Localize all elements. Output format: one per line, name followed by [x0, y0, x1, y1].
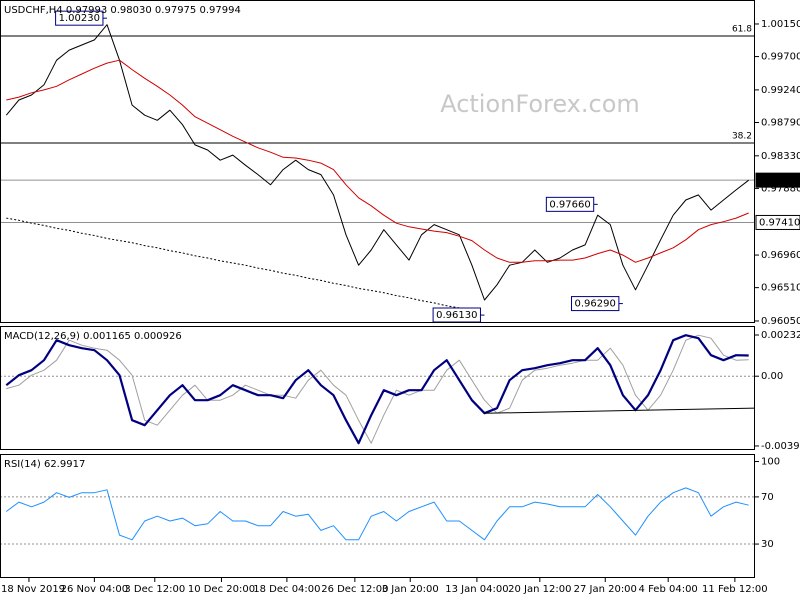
- panel-border: [0, 0, 755, 323]
- y-tick-label: 0.99700: [761, 52, 800, 63]
- x-tick-label: 18 Nov 2019: [1, 584, 65, 595]
- annotation-label: 0.96130: [436, 310, 477, 321]
- y-tick-label: 0.96960: [761, 250, 800, 261]
- y-tick-label: -0.003932: [761, 441, 800, 452]
- y-tick-label: 0.98330: [761, 151, 800, 162]
- x-tick-label: 27 Jan 20:00: [574, 584, 637, 595]
- price-box: [755, 172, 800, 188]
- x-tick-label: 11 Feb 12:00: [702, 584, 768, 595]
- price-label: 0.97994: [759, 175, 800, 186]
- plot: [0, 334, 755, 445]
- y-tick-label: 0.98790: [761, 117, 800, 128]
- trendline: [484, 407, 755, 414]
- panel-border: [0, 326, 755, 450]
- panel-title: RSI(14) 62.9917: [4, 459, 85, 470]
- annotation-label: 1.00230: [59, 13, 100, 24]
- y-tick-label: 0.00: [761, 371, 783, 382]
- y-tick-label: 30: [761, 539, 774, 550]
- x-tick-label: 26 Nov 04:00: [61, 584, 128, 595]
- x-tick-label: 18 Dec 04:00: [253, 584, 320, 595]
- panel-border: [0, 454, 755, 578]
- x-tick-label: 26 Dec 12:00: [321, 584, 388, 595]
- y-tick-label: 100: [761, 457, 780, 468]
- annotation-label: 0.96290: [575, 299, 616, 310]
- y-tick-label: 0.99240: [761, 85, 800, 96]
- x-tick-label: 3 Jan 20:00: [382, 584, 439, 595]
- annotation-box: [55, 10, 104, 26]
- watermark: ActionForex.com: [440, 90, 640, 118]
- series-line: [6, 217, 473, 312]
- plot: [0, 487, 755, 545]
- panel-title: MACD(12,26,9) 0.001165 0.000926: [4, 331, 182, 342]
- price-box: [755, 214, 800, 230]
- y-tick-label: 0.97880: [761, 183, 800, 194]
- series-line: [5, 334, 749, 445]
- level-label: 61.8: [732, 25, 752, 35]
- y-tick-label: 0.96050: [761, 316, 800, 327]
- price-label: 0.97410: [759, 217, 800, 228]
- x-tick-label: 13 Jan 04:00: [445, 584, 508, 595]
- series-line: [5, 24, 750, 301]
- x-tick-label: 3 Dec 12:00: [124, 584, 185, 595]
- x-tick-label: 10 Dec 20:00: [188, 584, 255, 595]
- panel-title: USDCHF,H4 0.97993 0.98030 0.97975 0.9799…: [4, 5, 241, 16]
- annotation-label: 0.97660: [549, 199, 590, 210]
- x-tick-label: 20 Jan 12:00: [508, 584, 571, 595]
- series-line: [6, 487, 749, 541]
- y-tick-label: 0.96510: [761, 283, 800, 294]
- plot: [0, 24, 755, 312]
- y-tick-label: 0.002322: [761, 330, 800, 341]
- y-tick-label: 1.00150: [761, 19, 800, 30]
- series-line: [6, 59, 749, 263]
- y-tick-label: 70: [761, 492, 774, 503]
- x-tick-label: 4 Feb 04:00: [639, 584, 698, 595]
- level-label: 38.2: [732, 131, 752, 141]
- series-line: [6, 334, 749, 444]
